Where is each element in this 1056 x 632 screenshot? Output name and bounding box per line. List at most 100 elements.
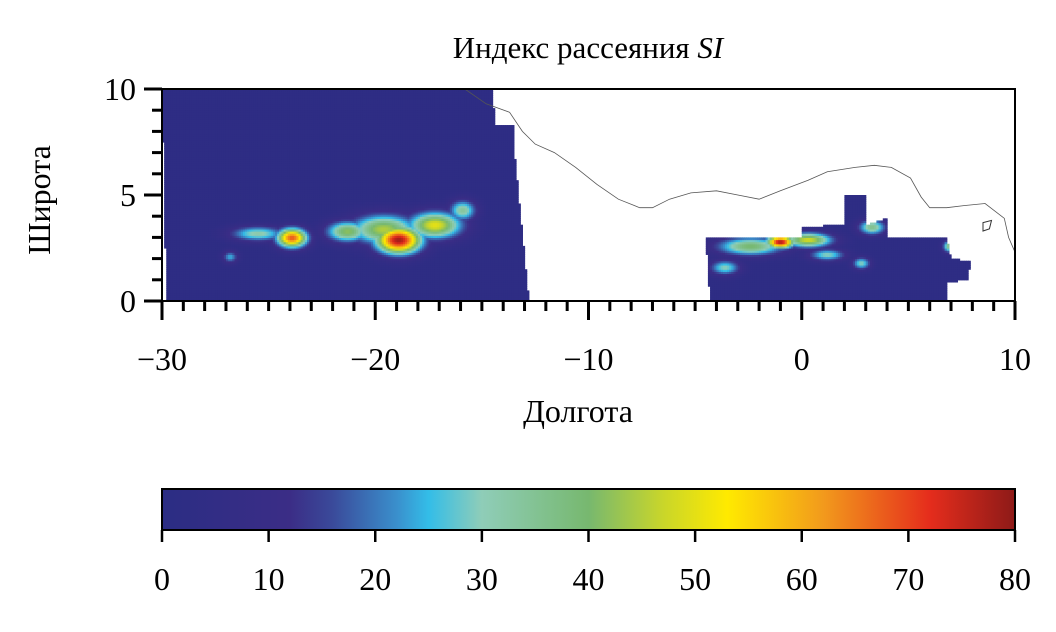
heatmap-cell <box>164 165 167 169</box>
heatmap-cell <box>179 146 182 149</box>
heatmap-cell <box>166 241 169 245</box>
heatmap-cell <box>191 180 195 183</box>
heatmap-cell <box>179 131 182 135</box>
heatmap-cell <box>170 237 174 241</box>
heatmap-cell <box>189 273 193 277</box>
heatmap-cell <box>183 144 187 147</box>
heatmap-cell <box>176 226 180 230</box>
heatmap-cell <box>172 205 176 209</box>
heatmap-cell <box>179 250 182 253</box>
heatmap-cell <box>191 150 195 154</box>
heatmap-cell <box>191 220 195 224</box>
heatmap-cell <box>168 133 172 137</box>
heatmap-cell <box>196 294 199 298</box>
heatmap-cell <box>183 241 187 245</box>
heatmap-cell <box>168 256 172 260</box>
heatmap-cell <box>176 214 180 217</box>
heatmap-cell <box>187 146 191 149</box>
heatmap-cell <box>187 290 191 294</box>
heatmap-cell <box>185 144 189 147</box>
heatmap-cell <box>174 116 178 120</box>
heatmap-cell <box>179 260 182 264</box>
heatmap-cell <box>189 286 193 289</box>
heatmap-cell <box>181 129 184 132</box>
heatmap-cell <box>174 175 178 179</box>
heatmap-cell <box>198 139 201 143</box>
heatmap-cell <box>200 192 204 196</box>
heatmap-cell <box>198 120 201 124</box>
heatmap-cell <box>181 150 184 154</box>
heatmap-cell <box>181 184 184 188</box>
heatmap-cell <box>193 222 197 226</box>
heatmap-cell <box>166 135 169 139</box>
heatmap-cell <box>181 158 184 162</box>
heatmap-cell <box>181 188 184 192</box>
heatmap-cell <box>170 216 174 219</box>
heatmap-cell <box>193 108 197 111</box>
heatmap-cell <box>185 222 189 226</box>
heatmap-cell <box>174 125 178 128</box>
heatmap-cell <box>170 211 174 215</box>
heatmap-cell <box>170 288 174 291</box>
heatmap-cell <box>189 239 193 243</box>
heatmap-cell <box>189 91 193 94</box>
heatmap-cell <box>189 190 193 194</box>
heatmap-cell <box>176 201 180 205</box>
heatmap-cell <box>179 226 182 230</box>
heatmap-cell <box>166 203 169 207</box>
heatmap-cell <box>193 163 197 166</box>
heatmap-cell <box>196 154 199 158</box>
heatmap-cell <box>193 199 197 202</box>
heatmap-cell <box>193 180 197 183</box>
heatmap-cell <box>176 292 180 296</box>
heatmap-cell <box>185 122 189 126</box>
heatmap-cell <box>200 235 204 238</box>
heatmap-cell <box>179 216 182 219</box>
heatmap-cell <box>179 296 182 300</box>
heatmap-cell <box>200 207 204 211</box>
heatmap-cell <box>193 129 197 132</box>
heatmap-cell <box>196 243 199 247</box>
heatmap-cell <box>198 248 201 251</box>
heatmap-cell <box>179 165 182 169</box>
heatmap-cell <box>200 218 204 222</box>
heatmap-cell <box>189 108 193 111</box>
heatmap-cell <box>189 137 193 141</box>
heatmap-cell <box>168 97 172 101</box>
heatmap-cell <box>196 264 199 268</box>
heatmap-cell <box>181 144 184 147</box>
heatmap-cell <box>193 254 197 258</box>
heatmap-cell <box>193 277 197 281</box>
heatmap-cell <box>189 114 193 118</box>
heatmap-cell <box>181 122 184 126</box>
heatmap-cell <box>189 188 193 192</box>
heatmap-cell <box>166 209 169 213</box>
heatmap-cell <box>170 207 174 211</box>
heatmap-cell <box>168 209 172 213</box>
heatmap-cell <box>168 182 172 185</box>
heatmap-cell <box>196 122 199 126</box>
heatmap-cell <box>181 264 184 268</box>
heatmap-cell <box>174 91 178 94</box>
heatmap-cell <box>185 129 189 132</box>
heatmap-cell <box>187 135 191 139</box>
heatmap-cell <box>193 226 197 230</box>
heatmap-cell <box>176 116 180 120</box>
heatmap-cell <box>179 139 182 143</box>
heatmap-cell <box>191 218 195 222</box>
heatmap-cell <box>172 231 176 234</box>
heatmap-cell <box>189 182 193 185</box>
heatmap-cell <box>187 129 191 132</box>
heatmap-cell <box>170 150 174 154</box>
heatmap-cell <box>179 222 182 226</box>
heatmap-cell <box>179 258 182 262</box>
heatmap-cell <box>189 171 193 175</box>
heatmap-cell <box>200 220 204 224</box>
heatmap-cell <box>187 199 191 202</box>
heatmap-cell <box>193 267 197 270</box>
heatmap-cell <box>185 165 189 169</box>
heatmap-cell <box>168 281 172 285</box>
heatmap-cell <box>172 101 176 105</box>
heatmap-cell <box>198 250 201 253</box>
heatmap-cell <box>172 165 176 169</box>
